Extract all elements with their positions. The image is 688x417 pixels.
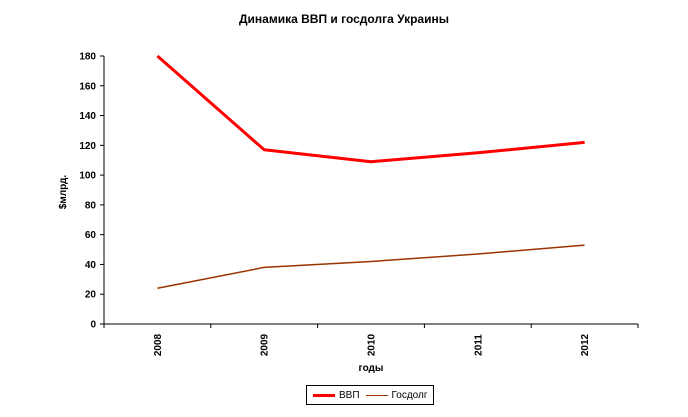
y-tick-label: 60	[85, 230, 97, 241]
chart-series	[156, 54, 585, 290]
y-tick-label: 120	[79, 141, 96, 152]
y-tick-label: 80	[85, 200, 97, 211]
legend-item: Госдолг	[365, 389, 428, 401]
series-line-gdp	[156, 54, 585, 164]
x-axis-label: годы	[359, 363, 384, 374]
chart-axes	[103, 56, 638, 325]
y-tick-label: 20	[85, 290, 97, 301]
y-axis-ticks: 0 20 40 60 80 100 120 140 160 180	[79, 52, 104, 331]
legend-label: ВВП	[339, 389, 360, 401]
legend-item: ВВП	[313, 390, 360, 401]
y-tick-label: 140	[79, 111, 96, 122]
x-tick-label: 2012	[580, 333, 591, 356]
legend-swatch	[313, 393, 335, 397]
x-axis-ticks: 2008 2009 2010 2011 2012	[103, 324, 639, 356]
y-tick-label: 40	[85, 260, 97, 271]
x-tick-label: 2010	[367, 333, 378, 356]
chart-title: Динамика ВВП и госдолга Украины	[239, 12, 449, 26]
legend-label: Госдолг	[391, 389, 428, 401]
legend-swatch	[365, 394, 388, 396]
chart-legend: ВВП Госдолг	[306, 385, 434, 405]
y-tick-label: 100	[79, 171, 96, 182]
series-line-debt	[157, 244, 585, 290]
y-axis-label: $млрд.	[58, 175, 69, 210]
y-tick-label: 180	[79, 52, 96, 63]
y-tick-label: 0	[90, 320, 96, 331]
y-tick-label: 160	[79, 81, 96, 92]
x-tick-label: 2011	[473, 334, 484, 356]
x-tick-label: 2008	[153, 333, 164, 356]
x-tick-label: 2009	[260, 333, 271, 356]
